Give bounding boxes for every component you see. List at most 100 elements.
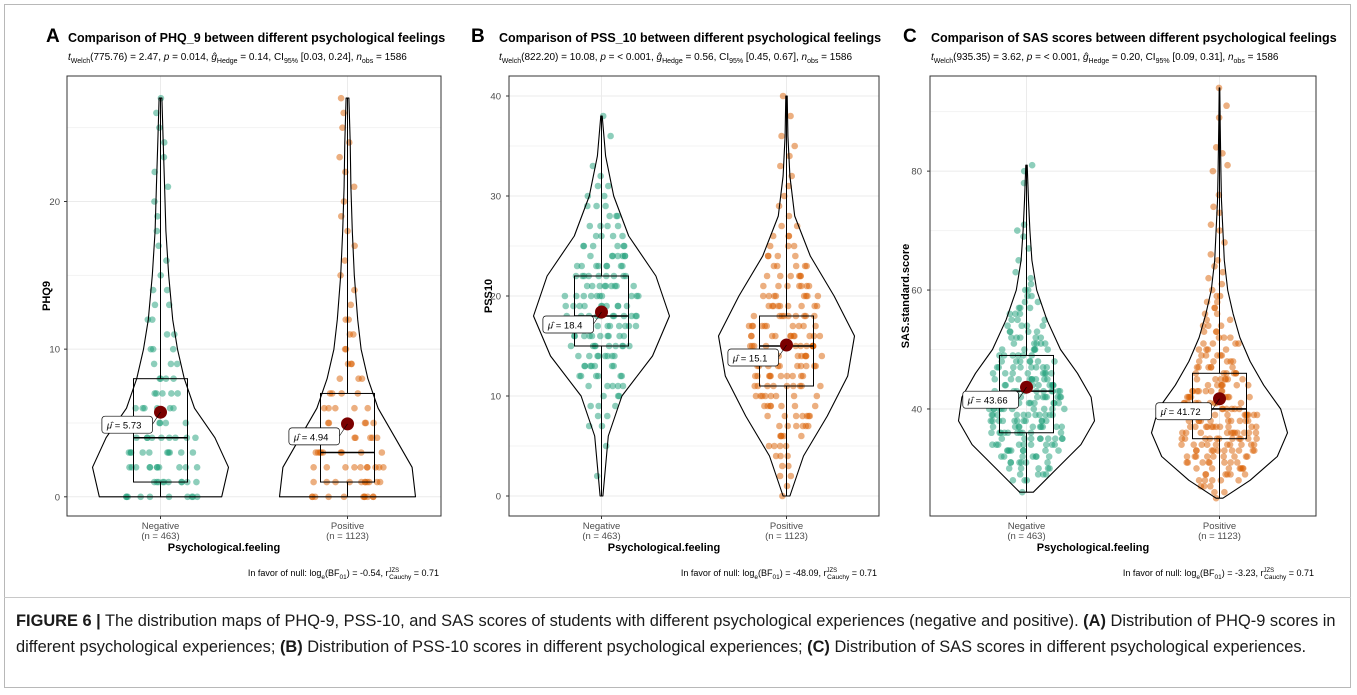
panel-title: Comparison of SAS scores between differe… xyxy=(931,31,1337,45)
data-point xyxy=(1042,441,1050,448)
mean-label-box xyxy=(288,427,340,446)
data-point xyxy=(1007,459,1015,466)
data-point xyxy=(602,202,609,210)
bayes-footer: In favor of null: loge(BF01) = -3.23, rJ… xyxy=(1123,568,1314,581)
data-point xyxy=(1213,381,1221,389)
mean-label: μ̂ = 18.4 xyxy=(547,321,583,332)
x-tick-count: (n = 463) xyxy=(582,531,620,542)
data-point xyxy=(1033,340,1040,347)
data-point xyxy=(341,257,349,264)
data-point xyxy=(1208,447,1216,454)
data-point xyxy=(1198,441,1206,448)
data-point xyxy=(1198,352,1205,359)
data-point xyxy=(1199,322,1207,330)
data-point xyxy=(151,198,158,205)
data-point xyxy=(594,352,601,360)
data-point xyxy=(1191,453,1199,460)
data-point xyxy=(149,345,157,353)
mean-label: μ̂ = 4.94 xyxy=(293,432,329,443)
data-point xyxy=(1055,447,1062,454)
data-point xyxy=(614,302,622,310)
data-point xyxy=(1222,375,1230,383)
data-point xyxy=(1042,447,1049,454)
data-point xyxy=(1032,364,1040,371)
data-point xyxy=(787,332,794,340)
data-point xyxy=(1214,257,1222,264)
stats-ci-sub: 95% xyxy=(729,58,743,65)
data-point xyxy=(1228,447,1236,454)
series-positive: μ̂ = 4.94 xyxy=(278,94,417,501)
data-point xyxy=(1210,203,1217,211)
stats-n-symbol: n xyxy=(356,52,362,63)
data-point xyxy=(799,412,806,420)
data-point xyxy=(620,332,628,340)
data-point xyxy=(325,419,333,427)
data-point xyxy=(778,402,785,410)
mean-label-box xyxy=(542,315,594,334)
data-point xyxy=(339,124,346,131)
data-point xyxy=(988,429,995,437)
data-point xyxy=(787,112,794,120)
data-point xyxy=(606,212,613,220)
y-tick-label: 40 xyxy=(490,92,501,103)
data-point xyxy=(361,419,369,427)
data-point xyxy=(570,302,577,310)
data-point xyxy=(1211,304,1219,312)
data-point xyxy=(998,435,1006,443)
data-point xyxy=(1001,369,1009,377)
data-point xyxy=(746,342,754,350)
mean-label: μ̂ = 5.73 xyxy=(106,421,142,432)
data-point xyxy=(1204,453,1211,460)
stats-t-value: (935.35) = 3.62, xyxy=(953,52,1027,63)
data-point xyxy=(1224,411,1231,419)
data-point xyxy=(764,412,771,420)
data-point xyxy=(182,419,190,427)
stats-hedge-sub: Hedge xyxy=(1089,58,1110,65)
stats-t-symbol: t xyxy=(68,52,72,63)
data-point xyxy=(1024,411,1032,419)
data-point xyxy=(592,232,600,240)
footer-r-sub: Cauchy xyxy=(389,574,412,581)
mean-value: = 18.4 xyxy=(556,321,583,332)
data-point xyxy=(1216,423,1224,431)
data-point xyxy=(1208,477,1216,484)
data-point xyxy=(1210,358,1217,365)
data-point xyxy=(1246,393,1253,401)
mean-label-leader xyxy=(778,344,787,358)
mean-label-box xyxy=(727,348,779,367)
data-point xyxy=(1211,411,1219,419)
data-point xyxy=(1018,322,1025,330)
footer-prefix: In favor of null: log xyxy=(681,568,755,578)
data-point xyxy=(1202,423,1210,431)
data-point xyxy=(784,302,792,310)
data-point xyxy=(777,372,785,380)
panel-title: Comparison of PHQ_9 between different ps… xyxy=(68,31,445,45)
data-point xyxy=(1013,334,1020,341)
data-point xyxy=(1223,358,1231,365)
panel-stats: tWelch(775.76) = 2.47, p = 0.014, ĝHedge… xyxy=(68,52,407,65)
data-point xyxy=(633,312,640,320)
data-point xyxy=(1236,417,1244,425)
data-point xyxy=(1220,334,1228,341)
mean-label-leader xyxy=(1211,398,1220,411)
data-point xyxy=(794,352,802,360)
data-point xyxy=(1231,453,1238,460)
footer-bf: (BF xyxy=(325,568,340,578)
y-tick-label: 20 xyxy=(490,292,501,303)
data-point xyxy=(1009,477,1017,484)
data-point xyxy=(800,322,807,330)
data-point xyxy=(1215,334,1223,341)
data-point xyxy=(770,262,778,270)
figure-caption: FIGURE 6 | The distribution maps of PHQ-… xyxy=(16,608,1341,660)
data-point xyxy=(778,132,785,140)
mean-label: μ̂ = 41.72 xyxy=(1160,407,1201,418)
data-point xyxy=(573,262,581,270)
data-point xyxy=(378,449,386,456)
data-point xyxy=(1178,435,1186,443)
data-point xyxy=(1221,459,1228,466)
data-point xyxy=(1006,328,1014,335)
data-point xyxy=(1017,465,1025,472)
data-point xyxy=(805,412,813,420)
data-point xyxy=(1021,298,1029,306)
data-point xyxy=(626,342,633,350)
